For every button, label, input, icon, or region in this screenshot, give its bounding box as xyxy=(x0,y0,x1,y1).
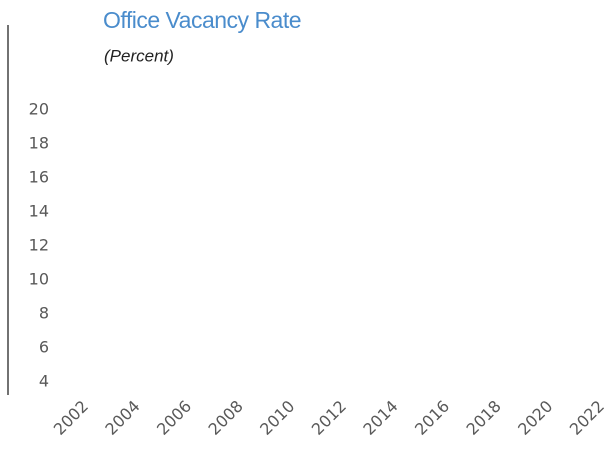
x-tick-label: 2012 xyxy=(308,397,350,439)
x-tick-label: 2014 xyxy=(359,397,401,439)
x-tick-label: 2010 xyxy=(256,397,298,439)
y-tick-label: 14 xyxy=(29,202,49,221)
x-tick-label: 2018 xyxy=(463,397,505,439)
chart-subtitle: (Percent) xyxy=(104,46,174,65)
x-tick-label: 2016 xyxy=(411,397,453,439)
x-tick-label: 2002 xyxy=(50,397,92,439)
x-tick-label: 2006 xyxy=(153,397,195,439)
y-tick-label: 8 xyxy=(39,304,49,323)
y-tick-label: 4 xyxy=(39,372,49,391)
y-tick-label: 12 xyxy=(29,236,49,255)
x-tick-label: 2004 xyxy=(101,397,143,439)
y-tick-label: 20 xyxy=(29,100,49,119)
x-tick-label: 2008 xyxy=(205,397,247,439)
x-tick-label: 2022 xyxy=(566,397,608,439)
y-tick-label: 10 xyxy=(29,270,49,289)
y-tick-label: 16 xyxy=(29,168,49,187)
chart-title: Office Vacancy Rate xyxy=(103,7,301,33)
x-tick-label: 2020 xyxy=(514,397,556,439)
y-tick-label: 6 xyxy=(39,338,49,357)
y-tick-label: 18 xyxy=(29,134,49,153)
